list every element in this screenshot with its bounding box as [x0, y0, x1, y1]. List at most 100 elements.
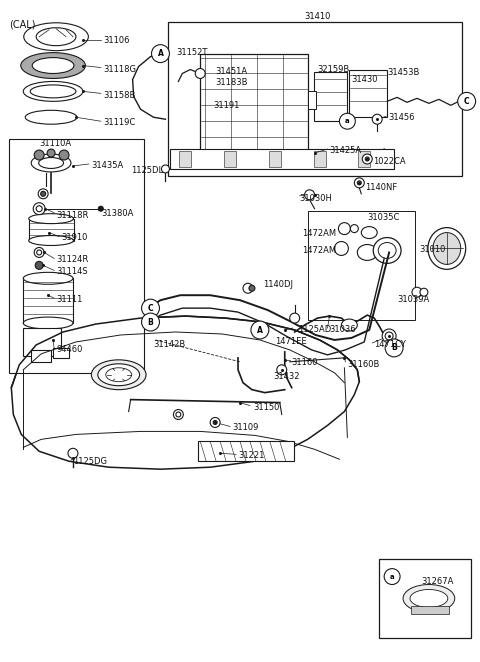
Text: 31451A: 31451A	[215, 67, 247, 75]
Bar	[308, 211, 415, 320]
Ellipse shape	[357, 244, 377, 260]
Bar	[168, 22, 462, 176]
Circle shape	[385, 332, 393, 340]
Text: 31380A: 31380A	[101, 209, 133, 218]
Ellipse shape	[373, 238, 401, 263]
Text: 31456: 31456	[388, 113, 415, 122]
Ellipse shape	[23, 81, 83, 101]
Circle shape	[290, 313, 300, 323]
Circle shape	[161, 165, 169, 173]
Text: 31109: 31109	[232, 424, 258, 432]
Bar	[170, 149, 394, 169]
Text: 31119C: 31119C	[103, 118, 135, 127]
Bar	[9, 139, 144, 373]
Bar	[180, 151, 192, 167]
Ellipse shape	[410, 589, 448, 608]
Text: 31111: 31111	[56, 295, 83, 305]
Bar	[198, 442, 294, 461]
Text: A: A	[257, 326, 263, 334]
Circle shape	[176, 412, 181, 417]
Circle shape	[305, 190, 314, 200]
Circle shape	[173, 410, 183, 420]
Text: 31410: 31410	[305, 12, 331, 21]
Circle shape	[372, 115, 382, 124]
Ellipse shape	[428, 228, 466, 269]
Bar	[349, 70, 387, 117]
Text: 31158B: 31158B	[103, 91, 135, 101]
Text: B: B	[391, 344, 397, 352]
Text: 31010: 31010	[419, 244, 445, 254]
Bar	[379, 559, 471, 638]
Ellipse shape	[25, 111, 77, 124]
Text: 31106: 31106	[103, 36, 129, 45]
Text: C: C	[464, 97, 469, 106]
Ellipse shape	[24, 23, 88, 50]
Text: 31036: 31036	[329, 325, 356, 334]
Text: 1471CY: 1471CY	[374, 340, 406, 349]
Circle shape	[36, 206, 42, 212]
Circle shape	[335, 242, 348, 256]
Bar	[308, 91, 315, 109]
Ellipse shape	[36, 28, 76, 46]
Circle shape	[458, 93, 476, 111]
Circle shape	[350, 224, 358, 232]
Circle shape	[59, 150, 69, 160]
Text: 31030H: 31030H	[300, 194, 333, 203]
Ellipse shape	[23, 317, 73, 329]
Text: 31425A: 31425A	[329, 146, 361, 155]
Circle shape	[249, 285, 255, 291]
Circle shape	[365, 157, 369, 161]
Circle shape	[420, 288, 428, 296]
Circle shape	[382, 329, 396, 343]
Bar	[224, 151, 236, 167]
Circle shape	[33, 203, 45, 214]
Ellipse shape	[23, 272, 73, 284]
Text: 31191: 31191	[213, 101, 240, 111]
Text: 32159B: 32159B	[318, 65, 350, 73]
Text: 31118R: 31118R	[56, 211, 88, 220]
Circle shape	[38, 189, 48, 199]
Circle shape	[362, 154, 372, 164]
Circle shape	[34, 150, 44, 160]
Text: B: B	[148, 318, 154, 326]
Ellipse shape	[29, 214, 73, 224]
Circle shape	[412, 287, 422, 297]
Text: 31160: 31160	[292, 358, 318, 367]
Text: 31160B: 31160B	[348, 360, 380, 369]
Text: C: C	[148, 304, 153, 312]
Ellipse shape	[361, 226, 377, 238]
Circle shape	[35, 261, 43, 269]
Bar	[200, 54, 308, 153]
Text: 1022CA: 1022CA	[373, 157, 406, 166]
Text: 94460: 94460	[56, 345, 83, 354]
Text: 1472AM: 1472AM	[301, 246, 336, 256]
Text: 31114S: 31114S	[56, 267, 88, 276]
Text: 1472AM: 1472AM	[301, 228, 336, 238]
Bar	[53, 348, 69, 358]
Circle shape	[243, 283, 253, 293]
Text: 31267A: 31267A	[421, 577, 453, 586]
Text: 31430: 31430	[351, 75, 378, 85]
Text: 31039A: 31039A	[397, 295, 429, 305]
Circle shape	[34, 248, 44, 258]
Text: 31142B: 31142B	[154, 340, 186, 349]
Text: 1125DG: 1125DG	[73, 457, 107, 466]
Text: 31183B: 31183B	[215, 79, 248, 87]
Circle shape	[385, 339, 403, 357]
Bar	[23, 328, 61, 356]
Circle shape	[277, 365, 287, 375]
Circle shape	[338, 222, 350, 234]
Bar	[31, 350, 51, 362]
Bar	[269, 151, 281, 167]
Circle shape	[384, 569, 400, 585]
Text: (CAL): (CAL)	[9, 20, 36, 30]
Text: 31035C: 31035C	[367, 213, 400, 222]
Text: 31432: 31432	[273, 372, 300, 381]
Circle shape	[354, 178, 364, 188]
Ellipse shape	[39, 158, 63, 168]
Circle shape	[152, 44, 169, 63]
Circle shape	[142, 299, 159, 317]
Text: 1125AD: 1125AD	[298, 325, 331, 334]
Ellipse shape	[106, 368, 132, 382]
Bar	[313, 151, 325, 167]
